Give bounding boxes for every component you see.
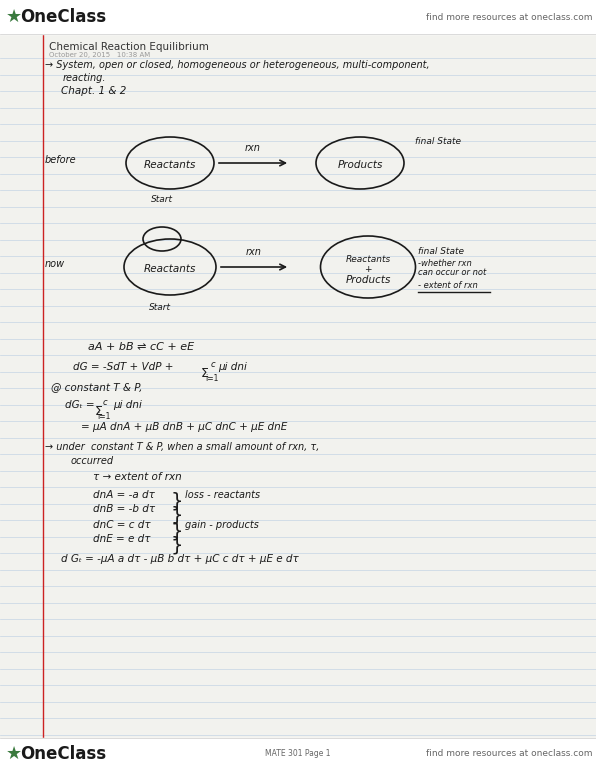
Text: Chemical Reaction Equilibrium: Chemical Reaction Equilibrium bbox=[49, 42, 209, 52]
Text: → System, open or closed, homogeneous or heterogeneous, multi-component,: → System, open or closed, homogeneous or… bbox=[45, 60, 430, 70]
Text: Reactants: Reactants bbox=[144, 160, 196, 170]
Text: dG = -SdT + VdP +: dG = -SdT + VdP + bbox=[73, 362, 173, 372]
Text: rxn: rxn bbox=[245, 143, 261, 153]
Text: }: } bbox=[171, 536, 184, 555]
Text: τ → extent of rxn: τ → extent of rxn bbox=[93, 472, 182, 482]
Text: Start: Start bbox=[151, 195, 173, 204]
Text: gain - products: gain - products bbox=[185, 520, 259, 530]
Text: dGₜ =: dGₜ = bbox=[65, 400, 95, 410]
Text: loss - reactants: loss - reactants bbox=[185, 490, 260, 500]
Text: find more resources at oneclass.com: find more resources at oneclass.com bbox=[426, 12, 592, 22]
Text: μi dni: μi dni bbox=[113, 400, 142, 410]
Text: }: } bbox=[171, 492, 184, 511]
Text: Σ: Σ bbox=[95, 405, 103, 418]
Text: @ constant T & P,: @ constant T & P, bbox=[51, 382, 142, 392]
Text: OneClass: OneClass bbox=[20, 8, 106, 26]
Text: Reactants: Reactants bbox=[345, 255, 390, 263]
Text: d Gₜ = -μA a dτ - μB b dτ + μC c dτ + μE e dτ: d Gₜ = -μA a dτ - μB b dτ + μC c dτ + μE… bbox=[61, 554, 299, 564]
Text: aA + bB ⇌ cC + eE: aA + bB ⇌ cC + eE bbox=[88, 342, 194, 352]
Text: dnB = -b dτ: dnB = -b dτ bbox=[93, 504, 155, 514]
Text: ★: ★ bbox=[6, 8, 22, 26]
Text: c: c bbox=[211, 360, 216, 369]
Text: before: before bbox=[45, 155, 77, 165]
Text: Products: Products bbox=[337, 160, 383, 170]
Text: Start: Start bbox=[149, 303, 171, 312]
Text: can occur or not: can occur or not bbox=[418, 268, 486, 277]
Text: ★: ★ bbox=[6, 745, 22, 763]
Text: c: c bbox=[103, 398, 108, 407]
Text: i=1: i=1 bbox=[97, 412, 110, 421]
Text: dnC = c dτ: dnC = c dτ bbox=[93, 520, 151, 530]
Text: now: now bbox=[45, 259, 65, 269]
Text: }: } bbox=[171, 522, 184, 541]
Text: μi dni: μi dni bbox=[218, 362, 247, 372]
Text: Reactants: Reactants bbox=[144, 264, 196, 274]
Text: MATE 301 Page 1: MATE 301 Page 1 bbox=[265, 749, 331, 758]
Text: reacting.: reacting. bbox=[63, 73, 107, 83]
Text: OneClass: OneClass bbox=[20, 745, 106, 763]
Text: find more resources at oneclass.com: find more resources at oneclass.com bbox=[426, 749, 592, 758]
Text: i=1: i=1 bbox=[205, 374, 218, 383]
Text: Products: Products bbox=[345, 275, 391, 285]
Text: final State: final State bbox=[415, 137, 461, 146]
Text: October 20, 2015   10:38 AM: October 20, 2015 10:38 AM bbox=[49, 52, 150, 58]
Text: -whether rxn: -whether rxn bbox=[418, 259, 472, 268]
Text: - extent of rxn: - extent of rxn bbox=[418, 281, 478, 290]
Text: dnE = e dτ: dnE = e dτ bbox=[93, 534, 151, 544]
Text: final State: final State bbox=[418, 247, 464, 256]
Text: → under  constant T & P, when a small amount of rxn, τ,: → under constant T & P, when a small amo… bbox=[45, 442, 319, 452]
Text: Σ: Σ bbox=[201, 367, 209, 380]
Text: rxn: rxn bbox=[246, 247, 262, 257]
Text: dnA = -a dτ: dnA = -a dτ bbox=[93, 490, 155, 500]
Text: +: + bbox=[364, 265, 372, 273]
Text: Chapt. 1 & 2: Chapt. 1 & 2 bbox=[61, 86, 126, 96]
Text: occurred: occurred bbox=[71, 456, 114, 466]
Text: = μA dnA + μB dnB + μC dnC + μE dnE: = μA dnA + μB dnB + μC dnC + μE dnE bbox=[81, 422, 287, 432]
Text: }: } bbox=[171, 506, 184, 525]
